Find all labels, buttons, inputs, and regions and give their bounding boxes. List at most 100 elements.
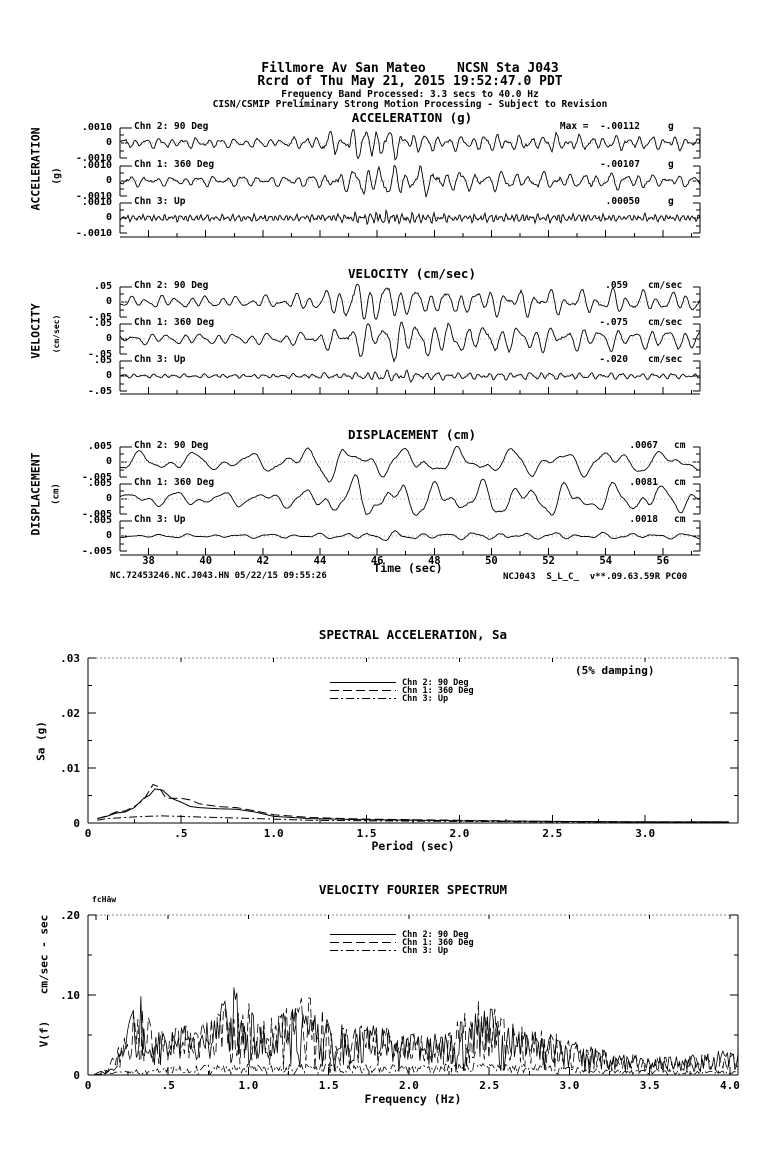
waveform-trace [120,166,700,197]
sa-x-tick-label: 1.5 [356,827,377,840]
y-tick-label: 0 [105,493,112,504]
time-axis-label: Time (sec) [373,561,443,575]
y-tick-label: 0 [105,212,112,223]
sa-curve [97,816,728,823]
x-tick-label: 48 [427,555,441,567]
max-unit-label: cm [674,477,686,488]
y-tick-label: -.0010 [75,153,112,164]
y-tick-label: 0 [105,370,112,381]
sa-x-tick-label: 1.0 [263,827,284,840]
waveform-trace [120,322,700,361]
max-unit-label: cm/sec [648,354,683,365]
legend-entry-label: Chn 2: 90 Deg [402,678,469,688]
sa-y-tick-label: 0 [73,817,80,830]
fourier-ylabel: V(f) cm/sec - sec [37,914,51,1048]
max-unit-label: cm/sec [648,280,683,291]
max-unit-label: g [668,121,674,132]
y-tick-label: 0 [105,456,112,467]
sa-title: SPECTRAL ACCELERATION, Sa [318,627,508,642]
channel-label: Chn 2: 90 Deg [134,280,209,291]
y-tick-label: 0 [105,530,112,541]
velocity-title: VELOCITY (cm/sec) [348,266,476,281]
fourier-x-tick-label: 1.0 [238,1079,259,1092]
sa-x-tick-label: .5 [174,827,188,840]
channel-label: Chn 1: 360 Deg [134,159,215,170]
x-tick-label: 40 [199,555,213,567]
sa-y-tick-label: .01 [60,762,80,775]
sa-x-tick-label: 3.0 [635,827,656,840]
acceleration-ylabel: ACCELERATION [28,127,43,211]
y-tick-label: 0 [105,137,112,148]
page-title: Fillmore Av San Mateo NCSN Sta J043 [261,61,559,76]
fourier-x-tick-label: 2.0 [399,1079,419,1092]
max-unit-label: cm [674,440,686,451]
fourier-title: VELOCITY FOURIER SPECTRUM [318,882,508,897]
channel-label: Chn 1: 360 Deg [134,477,215,488]
max-value-label: .00050 [605,196,640,207]
record-timestamp: Rcrd of Thu May 21, 2015 19:52:47.0 PDT [257,74,563,89]
sa-y-tick-label: .02 [60,707,80,720]
y-tick-label: .05 [93,318,112,329]
damping-annotation: (5% damping) [575,664,655,677]
max-unit-label: g [668,159,674,170]
y-tick-label: -.005 [81,472,112,483]
sa-ylabel: Sa (g) [34,721,48,761]
x-tick-label: 54 [599,555,613,567]
fourier-curve [94,1063,738,1074]
channel-label: Chn 3: Up [134,196,186,207]
max-unit-label: cm/sec [648,317,683,328]
max-unit-label: g [668,196,674,207]
frequency-axis-label: Frequency (Hz) [364,1092,462,1106]
max-value-label: .0081 [629,477,658,488]
sa-curve [97,785,728,822]
channel-label: Chn 3: Up [134,354,186,365]
max-value-label: .0018 [629,514,658,525]
fourier-y-tick-label: 0 [73,1069,80,1082]
sa-curve [97,789,728,822]
channel-label: Chn 2: 90 Deg [134,440,209,451]
displacement-ylabel: DISPLACEMENT [28,452,43,536]
frequency-band-note: Frequency Band Processed: 3.3 secs to 40… [281,89,539,100]
period-axis-label: Period (sec) [371,839,455,853]
sa-x-tick-label: 2.5 [542,827,563,840]
fourier-x-tick-label: 3.0 [559,1079,580,1092]
x-tick-label: 42 [256,555,270,567]
max-value-label: -.00107 [599,159,640,170]
fourier-x-tick-label: 4.0 [720,1079,740,1092]
waveform-trace [120,130,700,160]
max-unit-label: cm [674,514,686,525]
processing-note: CISN/CSMIP Preliminary Strong Motion Pro… [212,99,608,110]
channel-label: Chn 3: Up [134,514,186,525]
max-value-label: -.020 [599,354,628,365]
displacement-title: DISPLACEMENT (cm) [348,427,476,442]
channel-label: Chn 2: 90 Deg [134,121,209,132]
max-value-label: Max = -.00112 [559,121,640,132]
x-tick-label: 50 [485,555,498,567]
waveform-trace [120,531,700,541]
waveform-trace [120,211,700,225]
fourier-x-tick-label: 0 [84,1079,92,1092]
y-tick-label: .005 [87,441,112,452]
y-tick-label: -.005 [81,546,112,557]
fourier-curve [94,998,738,1074]
legend-entry-label: Chn 1: 360 Deg [402,686,474,696]
x-tick-label: 44 [313,555,327,567]
waveform-trace [120,370,700,382]
fourier-x-tick-label: .5 [161,1079,175,1092]
y-tick-label: -.05 [87,349,112,360]
record-id-footer: NC.72453246.NC.J043.HN 05/22/15 09:55:26 [110,571,327,581]
fourier-x-tick-label: 2.5 [479,1079,500,1092]
max-value-label: -.075 [599,317,628,328]
y-tick-label: -.05 [87,386,112,397]
y-tick-label: .005 [87,515,112,526]
x-tick-label: 46 [370,555,384,567]
legend-entry-label: Chn 2: 90 Deg [402,930,469,940]
y-tick-label: -.05 [87,312,112,323]
max-value-label: .059 [605,280,628,291]
y-tick-label: .0010 [81,197,112,208]
legend-entry-label: Chn 3: Up [402,694,449,704]
y-tick-label: -.005 [81,509,112,520]
velocity-ylabel: VELOCITY [28,303,43,359]
